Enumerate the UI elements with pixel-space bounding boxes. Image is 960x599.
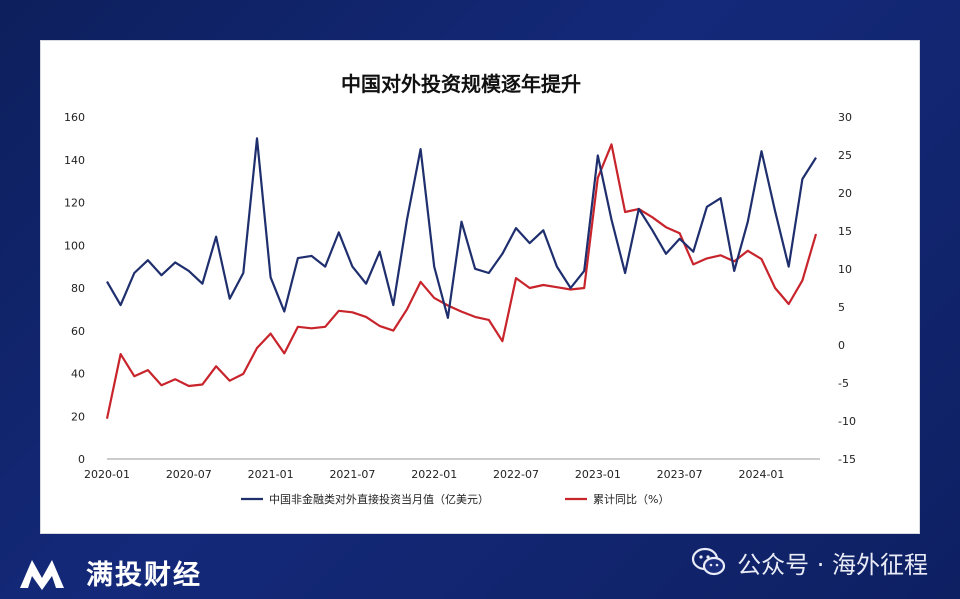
wechat-account[interactable]: 公众号 · 海外征程 — [691, 542, 928, 582]
brand-logo-icon — [20, 560, 64, 590]
y-right-tick-label: -5 — [838, 377, 849, 390]
brand: 满投财经 — [18, 552, 202, 592]
x-tick-label: 2020-07 — [166, 468, 212, 481]
y-right-tick-label: 0 — [838, 339, 845, 352]
y-right-tick-label: 30 — [838, 111, 852, 124]
series-line-yoy — [105, 143, 818, 419]
y-left-tick-label: 40 — [71, 368, 85, 381]
y-right-tick-label: 20 — [838, 187, 852, 200]
y-left-tick-label: 100 — [64, 239, 85, 252]
y-right-tick-label: -15 — [838, 453, 856, 466]
brand-name: 满投财经 — [86, 559, 202, 591]
y-right-tick-label: -10 — [838, 415, 856, 428]
y-left-tick-label: 140 — [64, 154, 85, 167]
y-left-tick-label: 160 — [64, 111, 85, 124]
y-right-tick-label: 10 — [838, 263, 852, 276]
y-left-tick-label: 60 — [71, 325, 85, 338]
x-tick-label: 2023-01 — [575, 468, 621, 481]
x-tick-label: 2022-01 — [411, 468, 457, 481]
y-right-tick-label: 5 — [838, 301, 845, 314]
chart-title: 中国对外投资规模逐年提升 — [341, 72, 581, 96]
series-line-investment — [106, 137, 817, 319]
legend-label-yoy: 累计同比（%） — [593, 493, 669, 506]
x-tick-label: 2022-07 — [493, 468, 539, 481]
y-left-tick-label: 120 — [64, 197, 85, 210]
y-left-tick-label: 80 — [71, 282, 85, 295]
x-tick-label: 2024-01 — [738, 468, 784, 481]
x-tick-label: 2021-01 — [248, 468, 294, 481]
y-left-tick-label: 20 — [71, 410, 85, 423]
y-right-tick-label: 15 — [838, 225, 852, 238]
x-tick-label: 2023-07 — [657, 468, 703, 481]
y-left-tick-label: 0 — [78, 453, 85, 466]
wechat-label: 公众号 · 海外征程 — [737, 550, 928, 579]
x-tick-label: 2020-01 — [84, 468, 130, 481]
x-tick-label: 2021-07 — [329, 468, 375, 481]
chart: 中国对外投资规模逐年提升 020406080100120140160-15-10… — [64, 72, 856, 506]
wechat-icon — [692, 547, 726, 576]
legend-label-investment: 中国非金融类对外直接投资当月值（亿美元） — [269, 492, 489, 506]
y-right-tick-label: 25 — [838, 149, 852, 162]
chart-panel: 中国对外投资规模逐年提升 0 20 40 60 80 100 120 140 160 -15 -10… — [40, 40, 920, 534]
